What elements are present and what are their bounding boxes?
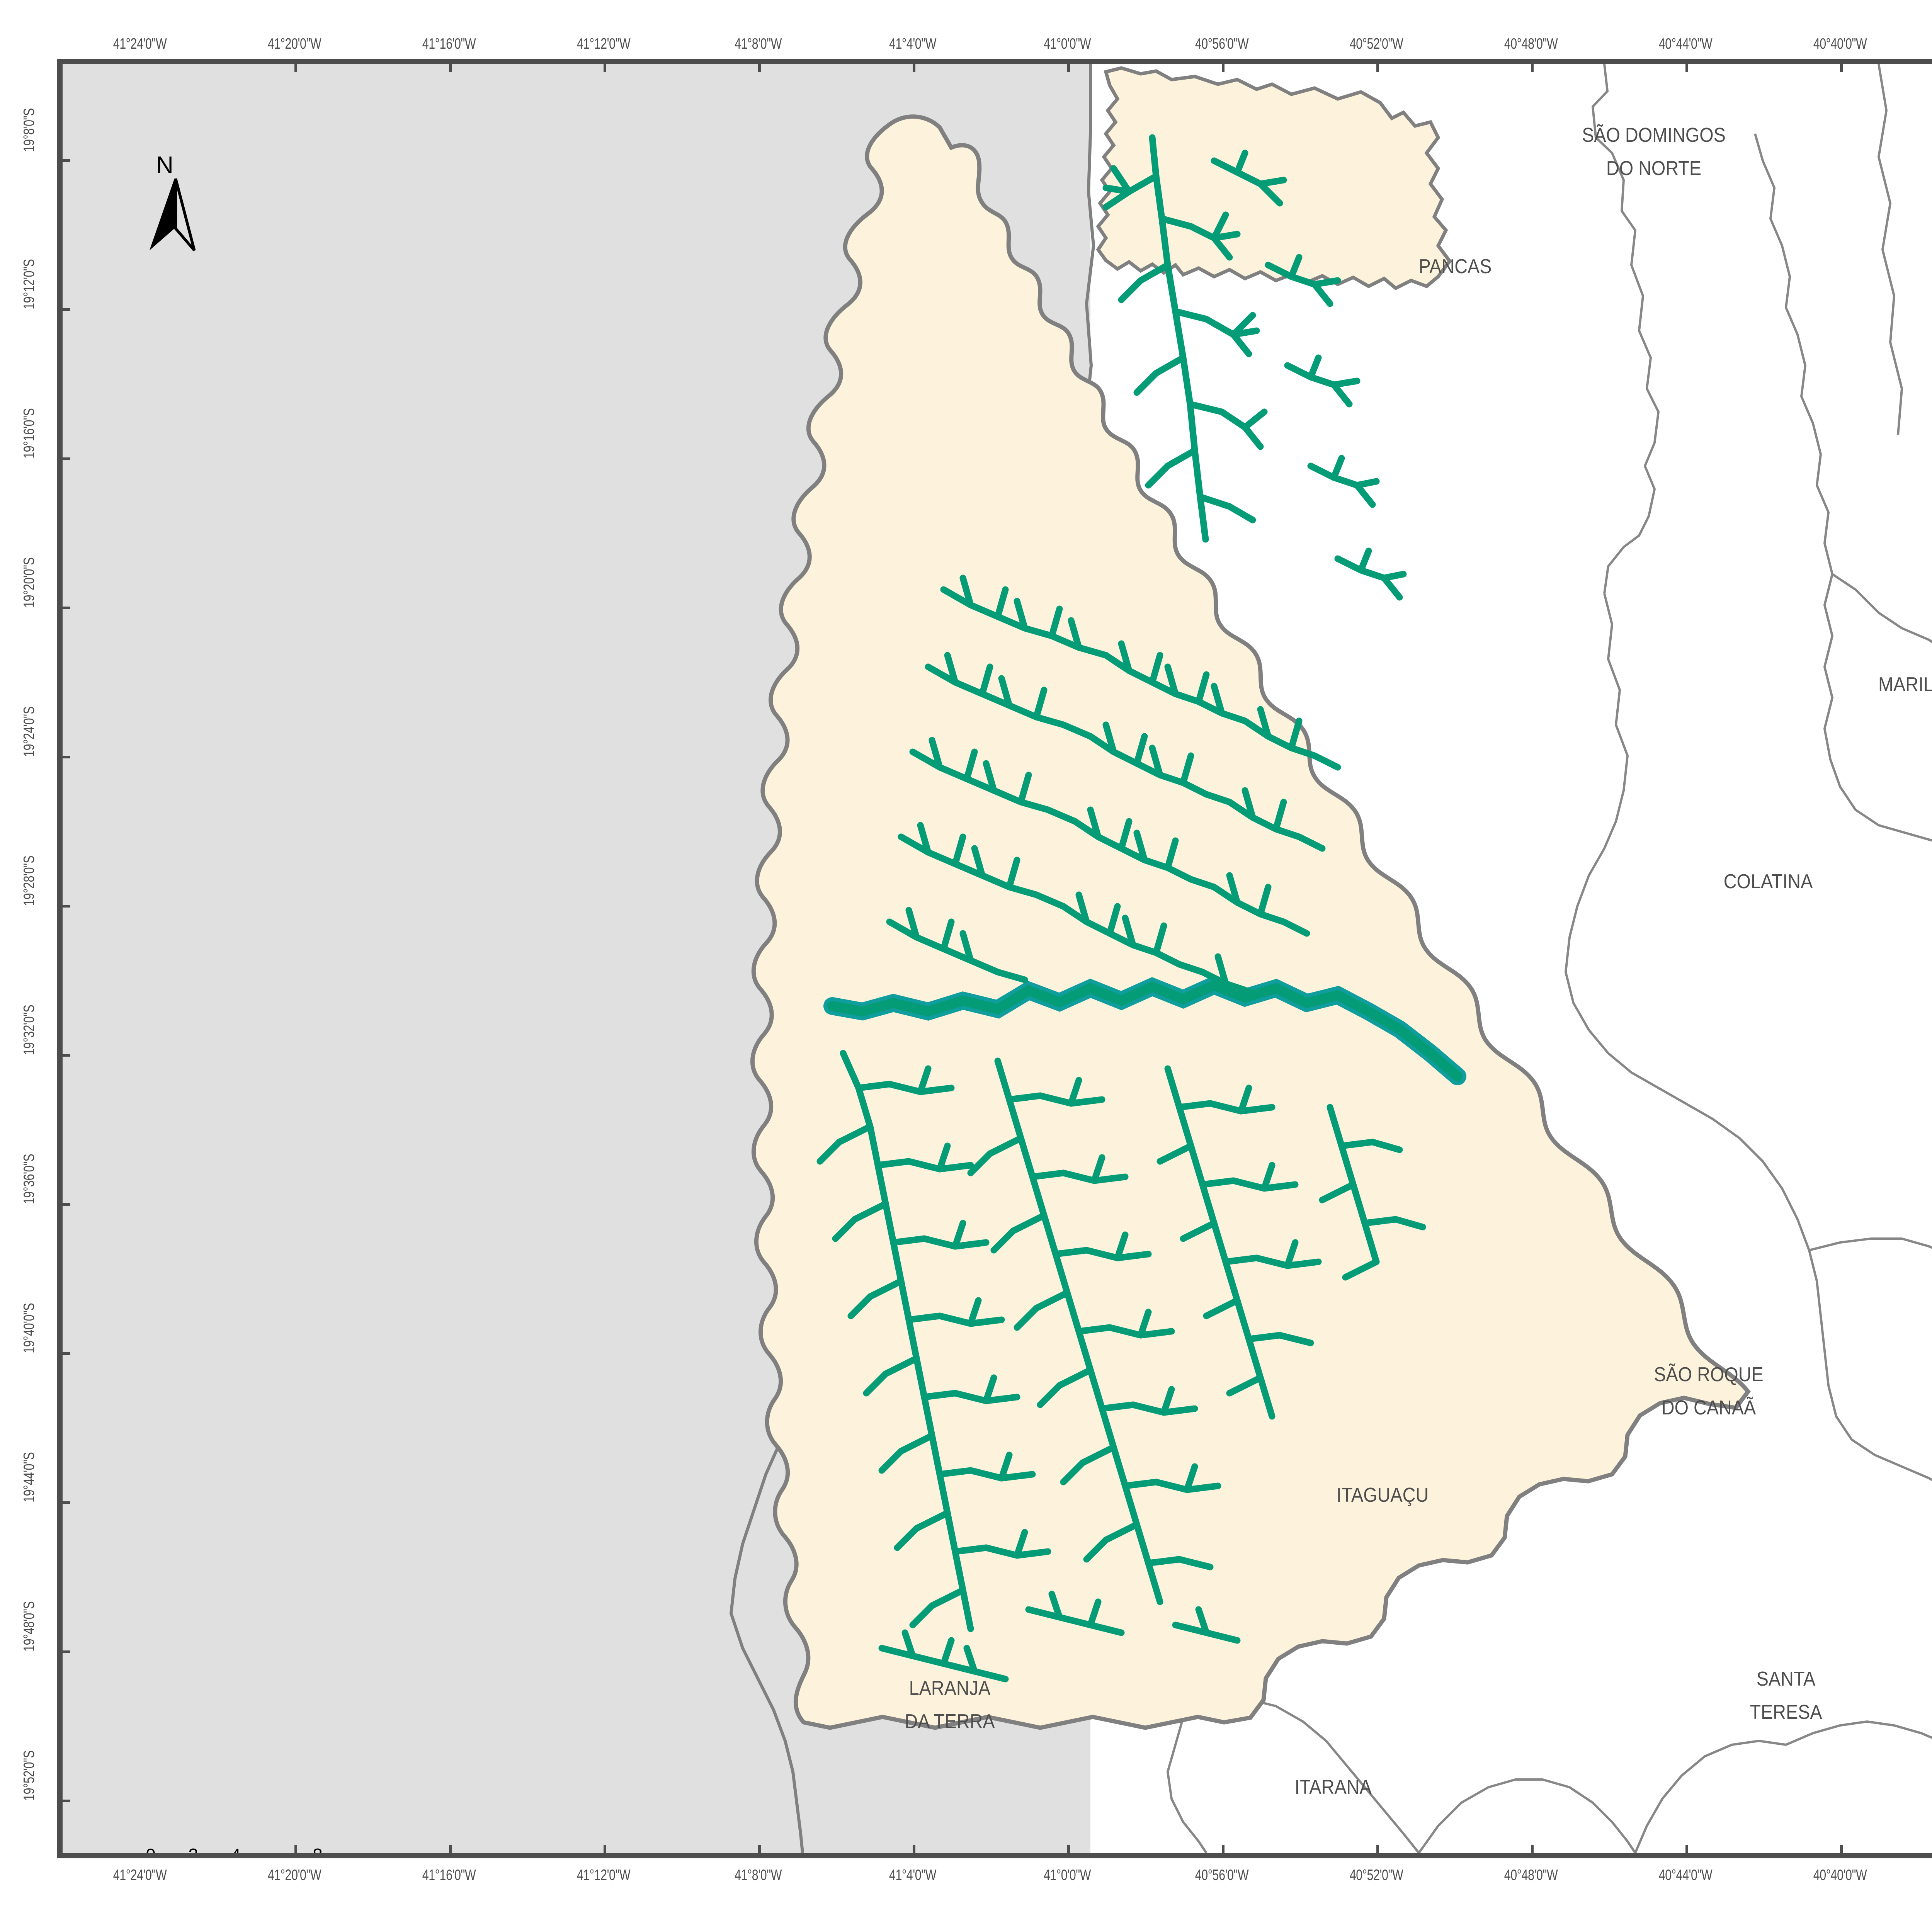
municipality-label: DO CANAÃ <box>1661 1397 1756 1419</box>
north-arrow: N <box>132 152 221 270</box>
municipality-label: LARANJA <box>909 1677 991 1700</box>
latitude-label: 19°52'0"S <box>21 1750 37 1801</box>
longitude-label: 41°0'0"W <box>1043 36 1091 52</box>
scale-bar-ticks: 0 2 4 8 km <box>146 1844 336 1858</box>
longitude-label: 40°40'0"W <box>1813 36 1867 52</box>
latitude-label: 19°28'0"S <box>21 855 37 906</box>
longitude-label: 40°48'0"W <box>1504 1867 1558 1883</box>
longitude-label: 41°16'0"W <box>422 1867 476 1883</box>
longitude-label: 41°12'0"W <box>577 36 631 52</box>
scale-tick: 2 <box>188 1845 198 1858</box>
longitude-label: 41°0'0"W <box>1043 1867 1091 1883</box>
baixo-guandu-shape <box>750 114 1751 1730</box>
latitude-label: 19°36'0"S <box>21 1154 37 1204</box>
longitude-label: 41°8'0"W <box>734 1867 782 1883</box>
latitude-label: 19°20'0"S <box>21 557 37 608</box>
rio-doce-highlight <box>827 979 1463 1081</box>
map-graphic <box>63 64 1932 1853</box>
longitude-label: 40°56'0"W <box>1195 36 1249 52</box>
longitude-label: 41°16'0"W <box>422 36 476 52</box>
longitude-label: 41°24'0"W <box>113 1867 167 1883</box>
scale-tick: 4 <box>231 1845 241 1858</box>
longitude-label: 40°52'0"W <box>1349 36 1403 52</box>
longitude-label: 41°12'0"W <box>577 1867 631 1883</box>
latitude-label: 19°40'0"S <box>21 1303 37 1353</box>
longitude-label: 40°40'0"W <box>1813 1867 1867 1883</box>
municipality-label: MARILÂNDIA <box>1878 673 1932 696</box>
scale-bar: 0 2 4 8 km <box>146 1844 336 1858</box>
longitude-label: 41°4'0"W <box>889 1867 937 1883</box>
longitude-label: 41°20'0"W <box>267 36 321 52</box>
main-map-frame: SÃO DOMINGOS DO NORTE PANCAS MARILÂNDIA COLA… <box>57 59 1932 1858</box>
municipality-label: PANCAS <box>1418 255 1492 278</box>
latitude-label: 19°44'0"S <box>21 1452 37 1502</box>
municipality-label: SÃO DOMINGOS <box>1582 124 1726 146</box>
municipality-label: SÃO ROQUE <box>1654 1363 1764 1386</box>
longitude-label: 40°44'0"W <box>1658 1867 1713 1883</box>
municipality-label: DA TERRA <box>905 1710 995 1733</box>
tributaries-north <box>1102 134 1407 601</box>
municipality-boundaries <box>1017 64 1932 1853</box>
latitude-label: 19°16'0"S <box>21 408 37 459</box>
municipality-label: ITAGUAÇU <box>1336 1484 1429 1506</box>
latitude-label: 19°48'0"S <box>21 1601 37 1652</box>
longitude-label: 41°8'0"W <box>734 36 782 52</box>
latitude-label: 19°24'0"S <box>21 706 37 757</box>
municipality-label: ITARANA <box>1294 1776 1372 1798</box>
app-hydrography <box>816 134 1466 1683</box>
longitude-label: 40°44'0"W <box>1658 36 1713 52</box>
municipality-label: DO NORTE <box>1606 157 1702 180</box>
longitude-label: 41°24'0"W <box>113 36 167 52</box>
longitude-label: 40°52'0"W <box>1349 1867 1403 1883</box>
tributaries-south <box>816 1050 1426 1683</box>
latitude-label: 19°12'0"S <box>21 259 37 309</box>
latitude-label: 19°8'0"S <box>21 108 37 152</box>
north-arrow-label: N <box>156 152 173 178</box>
longitude-label: 40°48'0"W <box>1504 36 1558 52</box>
longitude-label: 41°20'0"W <box>267 1867 321 1883</box>
municipality-label: COLATINA <box>1723 870 1813 893</box>
scale-tick: 8 km <box>313 1845 323 1858</box>
longitude-label: 40°56'0"W <box>1195 1867 1249 1883</box>
scale-tick: 0 <box>146 1845 156 1858</box>
latitude-label: 19°32'0"S <box>21 1004 37 1055</box>
tributaries-middle <box>886 574 1341 995</box>
longitude-label: 41°4'0"W <box>889 36 937 52</box>
municipality-label: SANTA <box>1756 1668 1816 1690</box>
municipality-label: TERESA <box>1750 1701 1822 1723</box>
